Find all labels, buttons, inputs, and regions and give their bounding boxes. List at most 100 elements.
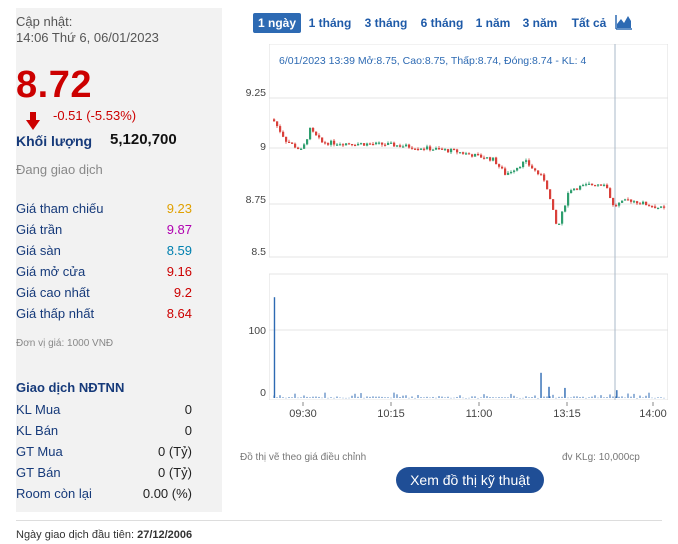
candle [369,143,372,145]
tab-all[interactable]: Tất cả [571,16,607,30]
volume-bar [537,397,539,399]
volume-bar [489,397,491,398]
tab-6-month[interactable]: 6 tháng [420,16,464,30]
candle [501,166,504,169]
volume-bar [318,396,320,398]
volume-bar [573,396,575,398]
candle [564,205,567,212]
volume-tick-label: 0 [260,387,266,399]
candle [450,148,453,153]
volume-bar [630,396,632,398]
time-tick-label: 10:15 [377,408,405,420]
volume-bar [423,397,425,398]
stat-ceiling-price: Giá trần 9.87 [16,220,192,241]
volume-bar [606,397,608,398]
tab-3-month[interactable]: 3 tháng [364,16,408,30]
volume-bar [429,397,431,399]
chart-area-icon[interactable] [615,13,633,31]
candle [651,206,654,208]
volume-bar [609,394,611,398]
candle [642,201,645,204]
candle [408,144,411,148]
y-axis-labels: 9.25 9 8.75 8.5 100 0 [246,87,267,399]
volume-bar [588,397,590,398]
candle [453,148,456,151]
volume-bar [402,395,404,398]
candle [405,144,408,147]
volume-bar [438,396,440,398]
volume-bar [288,397,290,398]
candle [345,143,348,146]
tab-1-month[interactable]: 1 tháng [308,16,352,30]
candle [540,174,543,176]
volume-bar [597,397,599,399]
volume-bar [378,396,380,398]
tab-1-year[interactable]: 1 năm [475,16,511,30]
candle [513,170,516,172]
candle [276,121,279,127]
candle [510,171,513,174]
stat-label: Giá sàn [16,243,61,258]
candle [519,167,522,169]
first-date-value: 27/12/2006 [137,529,193,541]
volume-bar [507,397,509,398]
candle [291,142,294,144]
volume-bar [648,392,650,398]
volume-bar [546,396,548,398]
stat-label: KL Bán [16,423,59,438]
price-tick-label: 9.25 [246,87,267,99]
candle [303,144,306,149]
candle [507,172,510,175]
candle [330,140,333,145]
price-stats: Giá tham chiếu 9.23 Giá trần 9.87 Giá sà… [16,199,192,325]
volume-bar [654,397,656,399]
candle [654,206,657,209]
price-tick-label: 8.5 [251,246,266,258]
candle [438,148,441,150]
volume-tick-label: 100 [248,325,266,337]
foreign-trading-stats: KL Mua 0 KL Bán 0 GT Mua 0 (Tỷ) GT Bán 0… [16,400,192,505]
candle [306,139,309,145]
volume-bar [504,397,506,398]
candle [624,199,627,201]
candle [333,140,336,145]
stat-low-price: Giá thấp nhất 8.64 [16,304,192,325]
tab-1-day[interactable]: 1 ngày [253,13,301,33]
volume-bar [624,397,626,399]
candle [570,190,573,194]
candle [495,157,498,165]
tab-3-year[interactable]: 3 năm [522,16,558,30]
foreign-sell-value: GT Bán 0 (Tỷ) [16,463,192,484]
candle [609,188,612,199]
candle [594,185,597,187]
chart-tooltip: 6/01/2023 13:39 Mở:8.75, Cao:8.75, Thấp:… [279,55,586,67]
price-down-icon [26,112,40,130]
candle [411,147,414,149]
volume-bar [531,397,533,398]
time-tick-label: 11:00 [466,408,493,420]
volume-bar [387,397,389,398]
candle [660,206,663,208]
candle [606,184,609,189]
volume-bar [447,396,449,398]
volume-bar [342,397,344,399]
volume-bar [357,396,359,398]
candle [639,203,642,205]
candle [555,209,558,224]
candle [315,131,318,136]
stat-high-price: Giá cao nhất 9.2 [16,283,192,304]
volume-bar [297,397,299,399]
volume-bar [282,397,284,398]
volume-bar [420,397,422,398]
candle [462,152,465,154]
candle [504,168,507,175]
volume-bar [522,397,524,399]
volume-bar [279,395,281,398]
volume-bar [486,396,488,398]
volume-bar [465,397,467,399]
candle [579,185,582,190]
volume-bar [543,396,545,398]
candle [636,201,639,204]
candle [600,184,603,186]
technical-chart-button[interactable]: Xem đồ thị kỹ thuật [396,467,544,493]
